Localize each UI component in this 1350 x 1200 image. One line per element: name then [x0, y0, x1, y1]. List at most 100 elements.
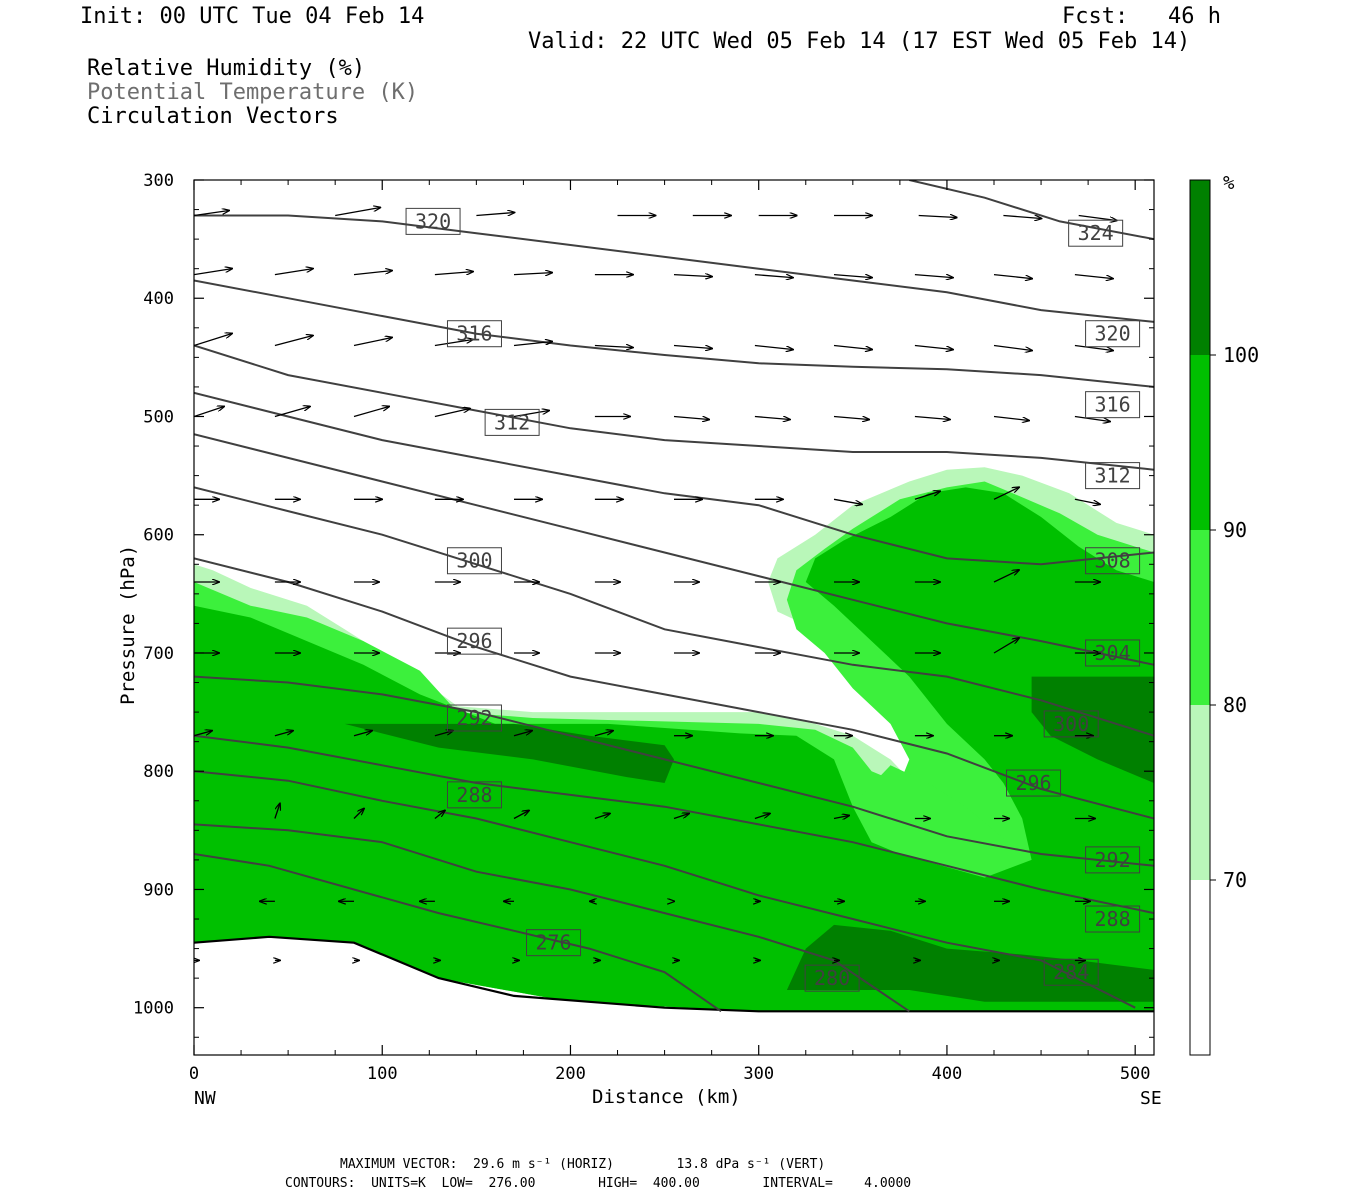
- circulation-vector: [833, 498, 862, 504]
- circulation-vector: [833, 816, 849, 819]
- contour-label-288: 288: [1085, 905, 1141, 933]
- theta-contour-276: [194, 853, 722, 1013]
- theta-contour-308: [194, 391, 1154, 566]
- svg-text:320: 320: [1095, 322, 1131, 346]
- y-tick-label: 800: [143, 762, 174, 782]
- colorbar-frame: [1189, 179, 1211, 1056]
- circulation-vector: [594, 814, 610, 820]
- contour-label-312: 312: [1085, 462, 1141, 490]
- circulation-vector: [914, 491, 940, 500]
- colorbar-label-70: 70: [1223, 868, 1247, 892]
- svg-text:296: 296: [1015, 771, 1051, 795]
- circulation-vector: [434, 811, 445, 820]
- circulation-vector: [914, 273, 953, 278]
- circulation-vector: [754, 344, 793, 350]
- circulation-vector: [353, 338, 392, 347]
- svg-text:284: 284: [1053, 960, 1089, 984]
- contour-label-316: 316: [446, 320, 502, 348]
- y-tick-label: 700: [143, 644, 174, 664]
- forecast-hour: Fcst: 46 h: [1062, 4, 1221, 29]
- svg-text:300: 300: [456, 549, 492, 573]
- svg-text:288: 288: [456, 783, 492, 807]
- y-tick-label: 500: [143, 407, 174, 427]
- plot-frame: [193, 179, 1155, 1056]
- circulation-vector: [274, 336, 313, 347]
- contour-label-284: 284: [1043, 958, 1099, 986]
- valid-time: Valid: 22 UTC Wed 05 Feb 14 (17 EST Wed …: [528, 29, 1191, 54]
- colorbar-segment-0: [1190, 880, 1210, 1055]
- svg-text:292: 292: [1095, 848, 1131, 872]
- circulation-vector: [1074, 344, 1113, 351]
- theta-contour-280: [194, 823, 910, 1013]
- svg-text:288: 288: [1095, 907, 1131, 931]
- legend-vectors: Circulation Vectors: [87, 104, 339, 129]
- colorbar-segment-4: [1190, 180, 1210, 355]
- y-tick-label: 400: [143, 289, 174, 309]
- circulation-vector: [993, 273, 1032, 279]
- circulation-vector: [833, 273, 872, 278]
- y-tick-label: 1000: [133, 999, 174, 1019]
- circulation-vector: [194, 211, 229, 217]
- below-ground: [194, 936, 1154, 1055]
- theta-contour-288: [194, 734, 1154, 915]
- circulation-vector: [434, 340, 473, 347]
- circulation-vector: [993, 487, 1019, 500]
- circulation-vector: [353, 407, 389, 418]
- rh-region-100-6: [786, 924, 1154, 1002]
- svg-text:320: 320: [415, 209, 451, 233]
- rh-region-100-5: [1031, 676, 1154, 783]
- svg-text:308: 308: [1095, 549, 1131, 573]
- contour-label-296: 296: [446, 627, 502, 655]
- circulation-vector: [993, 415, 1029, 421]
- circulation-vector: [274, 804, 280, 819]
- circulation-vector: [754, 814, 770, 820]
- contour-label-300: 300: [1043, 710, 1099, 738]
- circulation-vector: [353, 271, 392, 276]
- circulation-vector: [434, 409, 470, 418]
- theta-contour-292: [194, 675, 1154, 867]
- theta-contour-316: [194, 279, 1154, 388]
- x-end-label-se: SE: [1140, 1088, 1162, 1109]
- y-tick-label: 600: [143, 526, 174, 546]
- y-tick-label: 900: [143, 880, 174, 900]
- contour-label-304: 304: [1085, 639, 1141, 667]
- contour-label-292: 292: [446, 704, 502, 732]
- contour-label-296: 296: [1006, 769, 1062, 797]
- circulation-vector: [1078, 214, 1117, 221]
- colorbar-label-100: 100: [1223, 343, 1259, 367]
- circulation-vector: [194, 731, 212, 737]
- circulation-vector: [993, 344, 1032, 351]
- svg-text:312: 312: [494, 410, 530, 434]
- circulation-vector: [594, 346, 633, 348]
- circulation-vector: [434, 731, 453, 737]
- colorbar-segment-2: [1190, 530, 1210, 705]
- x-tick-label: 300: [743, 1064, 774, 1084]
- circulation-vector: [833, 415, 869, 420]
- x-tick-label: 400: [932, 1064, 963, 1084]
- x-tick-label: 100: [367, 1064, 398, 1084]
- circulation-vector: [594, 731, 613, 737]
- cross-section-chart: 320 324 316 320 312 316 312 300 308 296 304 292 300 2…: [133, 171, 1259, 1084]
- contour-label-288: 288: [446, 781, 502, 809]
- circulation-vector: [353, 809, 364, 819]
- contour-label-324: 324: [1068, 219, 1124, 247]
- circulation-vector: [1074, 498, 1100, 504]
- circulation-vector: [914, 344, 953, 350]
- x-tick-label: 500: [1120, 1064, 1151, 1084]
- circulation-vector: [194, 334, 232, 347]
- colorbar-label-90: 90: [1223, 518, 1247, 542]
- circulation-vector: [513, 342, 552, 347]
- max-vector-info: MAXIMUM VECTOR: 29.6 m s⁻¹ (HORIZ) 13.8 …: [340, 1157, 826, 1172]
- ground-surface-line: [194, 935, 1154, 1013]
- svg-text:312: 312: [1095, 464, 1131, 488]
- x-tick-label: 200: [555, 1064, 586, 1084]
- contour-label-320: 320: [405, 207, 461, 235]
- circulation-vector: [194, 269, 232, 276]
- legend-theta: Potential Temperature (K): [87, 80, 419, 105]
- circulation-vector: [914, 415, 950, 420]
- circulation-vector: [1003, 214, 1041, 219]
- theta-contour-284: [194, 770, 1136, 1009]
- circulation-vector: [918, 216, 957, 218]
- x-end-label-nw: NW: [194, 1088, 216, 1109]
- circulation-vector: [513, 273, 552, 275]
